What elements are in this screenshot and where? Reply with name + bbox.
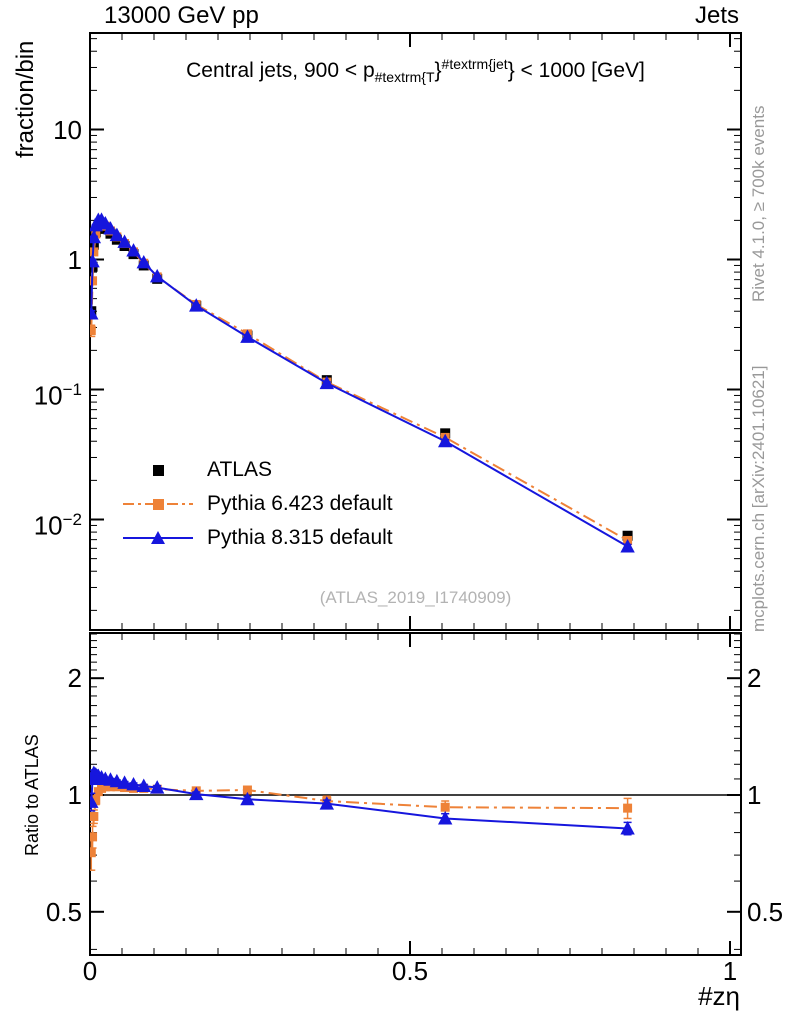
ratio-panel-data — [90, 765, 635, 871]
legend-item-label: ATLAS — [207, 458, 272, 481]
legend-item-label: Pythia 8.315 default — [207, 526, 393, 549]
dashdot-line-square-marker-icon — [123, 499, 193, 510]
analysis-id-watermark: (ATLAS_2019_I1740909) — [319, 588, 512, 607]
x-tick-label: 0.5 — [391, 956, 429, 986]
title-sup: #textrm{jet — [441, 56, 508, 72]
y-ratio-tick-label-right: 0.5 — [747, 896, 784, 927]
x-tick-label: 1 — [722, 956, 738, 986]
y-ratio-tick-label-left: 1 — [67, 780, 82, 810]
mcplots-arxiv-note: mcplots.cern.ch [arXiv:2401.10621] — [749, 365, 768, 632]
beam-energy-label: 13000 GeV pp — [104, 2, 259, 29]
legend-item: Pythia 6.423 default — [123, 487, 393, 521]
title-post: < 1000 [GeV] — [514, 59, 645, 82]
y-main-tick-label: 10−1 — [33, 379, 82, 411]
legend-item-label: Pythia 6.423 default — [207, 492, 393, 515]
rivet-version-note: Rivet 4.1.0, ≥ 700k events — [749, 105, 768, 302]
plot-title: Central jets, 900 < p#textrm{T}#textrm{j… — [90, 56, 741, 85]
x-tick-label: 0 — [82, 956, 98, 986]
x-axis-title: #zη — [698, 981, 740, 1011]
y-ratio-tick-label-right: 1 — [747, 780, 762, 810]
y-ratio-tick-label-left: 0.5 — [45, 896, 82, 927]
y-ratio-tick-label-left: 2 — [67, 663, 82, 694]
solid-line-triangle-marker-icon — [123, 531, 193, 544]
analysis-group-label: Jets — [694, 2, 739, 29]
legend-item: ATLAS — [123, 453, 393, 487]
title-sub: #textrm{T — [374, 69, 435, 86]
y-main-tick-label: 10−2 — [33, 509, 82, 541]
main-panel-data — [90, 212, 635, 553]
y-ratio-tick-label-right: 2 — [747, 663, 762, 694]
square-marker-icon — [153, 465, 164, 476]
y-main-tick-label: 10 — [53, 114, 82, 145]
legend-item: Pythia 8.315 default — [123, 521, 393, 555]
title-brace1: } — [434, 59, 442, 82]
title-brace2: } — [507, 59, 515, 82]
title-pre: Central jets, 900 < p — [186, 59, 375, 82]
legend: ATLAS Pythia 6.423 default Pythia 8.315 de… — [123, 453, 393, 555]
y-main-tick-label: 1 — [67, 244, 82, 275]
